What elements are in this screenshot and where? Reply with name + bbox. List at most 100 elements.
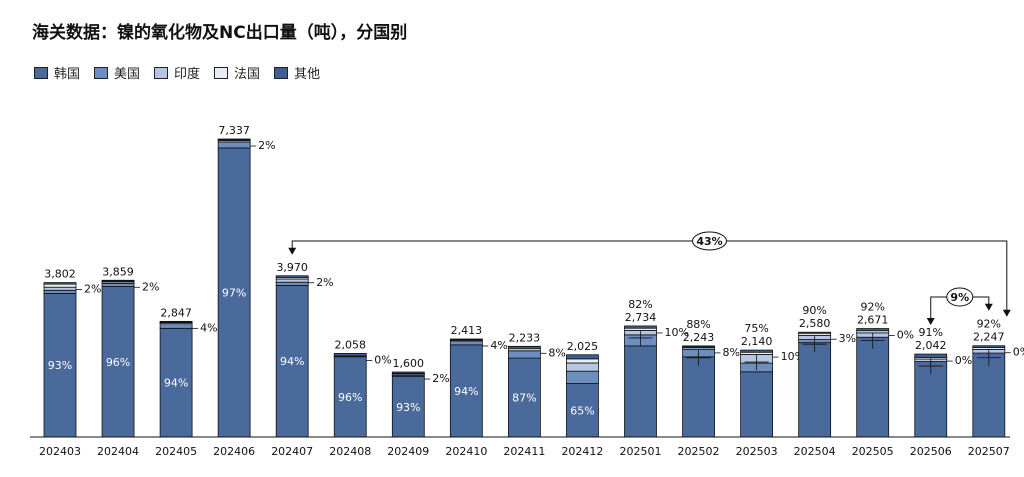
- total-label-202407: 3,970: [276, 261, 308, 274]
- bar-segment-202504-4: [798, 331, 832, 334]
- x-tick-label-202504: 202504: [794, 445, 836, 458]
- korea-share-label-202506: 91%: [919, 326, 943, 339]
- bar-segment-202403-4: [43, 282, 77, 285]
- bar-segment-202406-4: [217, 138, 251, 141]
- korea-share-label-202408: 96%: [338, 391, 362, 404]
- bar-segment-202412-1: [566, 370, 599, 384]
- total-label-202409: 1,600: [393, 357, 425, 370]
- x-tick-label-202502: 202502: [678, 445, 720, 458]
- korea-share-label-202405: 94%: [164, 377, 188, 390]
- right-label-202506: 0%: [955, 354, 972, 367]
- bar-segment-202403-1: [43, 289, 77, 294]
- right-label-202507: 0%: [1013, 346, 1024, 359]
- right-label-202409: 2%: [432, 372, 449, 385]
- bar-segment-202501-4: [624, 325, 657, 329]
- bar-segment-202407-4: [275, 275, 309, 278]
- legend-label: 美国: [114, 67, 141, 82]
- bar-segment-202410-0: [449, 344, 483, 438]
- x-tick-label-202501: 202501: [620, 445, 662, 458]
- total-label-202406: 7,337: [218, 124, 250, 137]
- legend-swatch: [154, 66, 169, 79]
- bar-segment-202503-4: [740, 349, 773, 353]
- arrow-9-right: [984, 303, 993, 311]
- x-tick-label-202503: 202503: [736, 445, 778, 458]
- total-label-202408: 2,058: [335, 338, 367, 351]
- legend-label: 韩国: [54, 67, 81, 82]
- total-label-202412: 2,025: [567, 340, 599, 353]
- korea-share-label-202502: 88%: [686, 318, 710, 331]
- right-label-202504: 3%: [839, 332, 856, 345]
- legend-label: 印度: [174, 67, 201, 82]
- total-label-202411: 2,233: [509, 331, 541, 344]
- legend-item-3: 法国: [214, 63, 260, 82]
- bar-segment-202412-3: [566, 358, 599, 364]
- legend-item-4: 其他: [274, 63, 320, 82]
- x-tick-label-202411: 202411: [503, 445, 545, 458]
- total-label-202503: 2,140: [741, 335, 773, 348]
- korea-share-label-202411: 87%: [512, 392, 536, 405]
- total-label-202505: 2,671: [857, 314, 889, 327]
- bar-segment-202404-4: [101, 279, 135, 282]
- bar-segment-202501-0: [624, 345, 657, 438]
- x-tick-label-202410: 202410: [445, 445, 487, 458]
- total-label-202504: 2,580: [799, 317, 831, 330]
- korea-share-label-202412: 65%: [570, 404, 594, 417]
- x-tick-label-202405: 202405: [155, 445, 197, 458]
- korea-share-label-202501: 82%: [628, 298, 652, 311]
- legend-item-2: 印度: [154, 63, 200, 82]
- total-label-202507: 2,247: [973, 331, 1005, 344]
- bar-segment-202503-0: [740, 371, 773, 438]
- bar-segment-202407-1: [275, 281, 309, 286]
- bar-segment-202412-4: [566, 354, 599, 360]
- legend-swatch: [274, 66, 289, 79]
- bar-segment-202504-0: [798, 342, 832, 438]
- bar-segment-202403-2: [43, 286, 77, 291]
- right-label-202501: 10%: [665, 326, 689, 339]
- right-label-202505: 0%: [897, 329, 914, 342]
- x-tick-label-202507: 202507: [968, 445, 1010, 458]
- right-label-202407: 2%: [316, 276, 333, 289]
- total-label-202501: 2,734: [625, 311, 657, 324]
- right-label-202404: 2%: [142, 280, 159, 293]
- bar-segment-202506-4: [914, 353, 948, 358]
- bar-segment-202406-1: [217, 141, 251, 149]
- total-label-202410: 2,413: [451, 324, 483, 337]
- bar-segment-202406-0: [217, 147, 251, 438]
- x-tick-label-202403: 202403: [39, 445, 81, 458]
- korea-share-label-202505: 92%: [860, 301, 884, 314]
- bar-segment-202405-0: [159, 327, 193, 438]
- bar-segment-202408-0: [333, 356, 367, 438]
- bar-segment-202411-1: [507, 350, 541, 359]
- total-label-202404: 3,859: [102, 265, 134, 278]
- legend-swatch: [94, 66, 109, 79]
- arrow-9-left: [926, 318, 935, 326]
- korea-share-label-202409: 93%: [396, 401, 420, 414]
- right-label-202403: 2%: [84, 283, 101, 296]
- bar-segment-202412-2: [566, 362, 599, 372]
- x-tick-label-202404: 202404: [97, 445, 139, 458]
- x-tick-label-202407: 202407: [271, 445, 313, 458]
- legend-item-1: 美国: [94, 63, 140, 82]
- bracket-43-label: 43%: [696, 235, 722, 248]
- legend: 韩国 美国 印度 法国 其他: [34, 63, 320, 82]
- bar-segment-202411-4: [507, 345, 541, 348]
- total-label-202506: 2,042: [915, 339, 947, 352]
- bar-segment-202409-4: [391, 371, 425, 374]
- korea-share-label-202504: 90%: [802, 304, 826, 317]
- bracket-9-label: 9%: [950, 291, 969, 304]
- chart-title: 海关数据：镍的氧化物及NC出口量（吨），分国别: [32, 23, 408, 43]
- bar-segment-202502-4: [682, 345, 715, 348]
- right-label-202405: 4%: [200, 321, 217, 334]
- bar-segment-202403-3: [43, 283, 77, 288]
- arrow-43-left: [288, 247, 297, 255]
- bar-segment-202502-0: [682, 356, 715, 438]
- bar-segment-202408-4: [333, 353, 367, 357]
- x-tick-label-202409: 202409: [387, 445, 429, 458]
- legend-label: 法国: [234, 67, 261, 82]
- korea-share-label-202407: 94%: [280, 355, 304, 368]
- right-label-202502: 8%: [723, 346, 740, 359]
- korea-share-label-202507: 92%: [977, 318, 1001, 331]
- bracket-43-badge: [692, 231, 727, 251]
- right-label-202406: 2%: [258, 139, 275, 152]
- total-label-202502: 2,243: [683, 331, 715, 344]
